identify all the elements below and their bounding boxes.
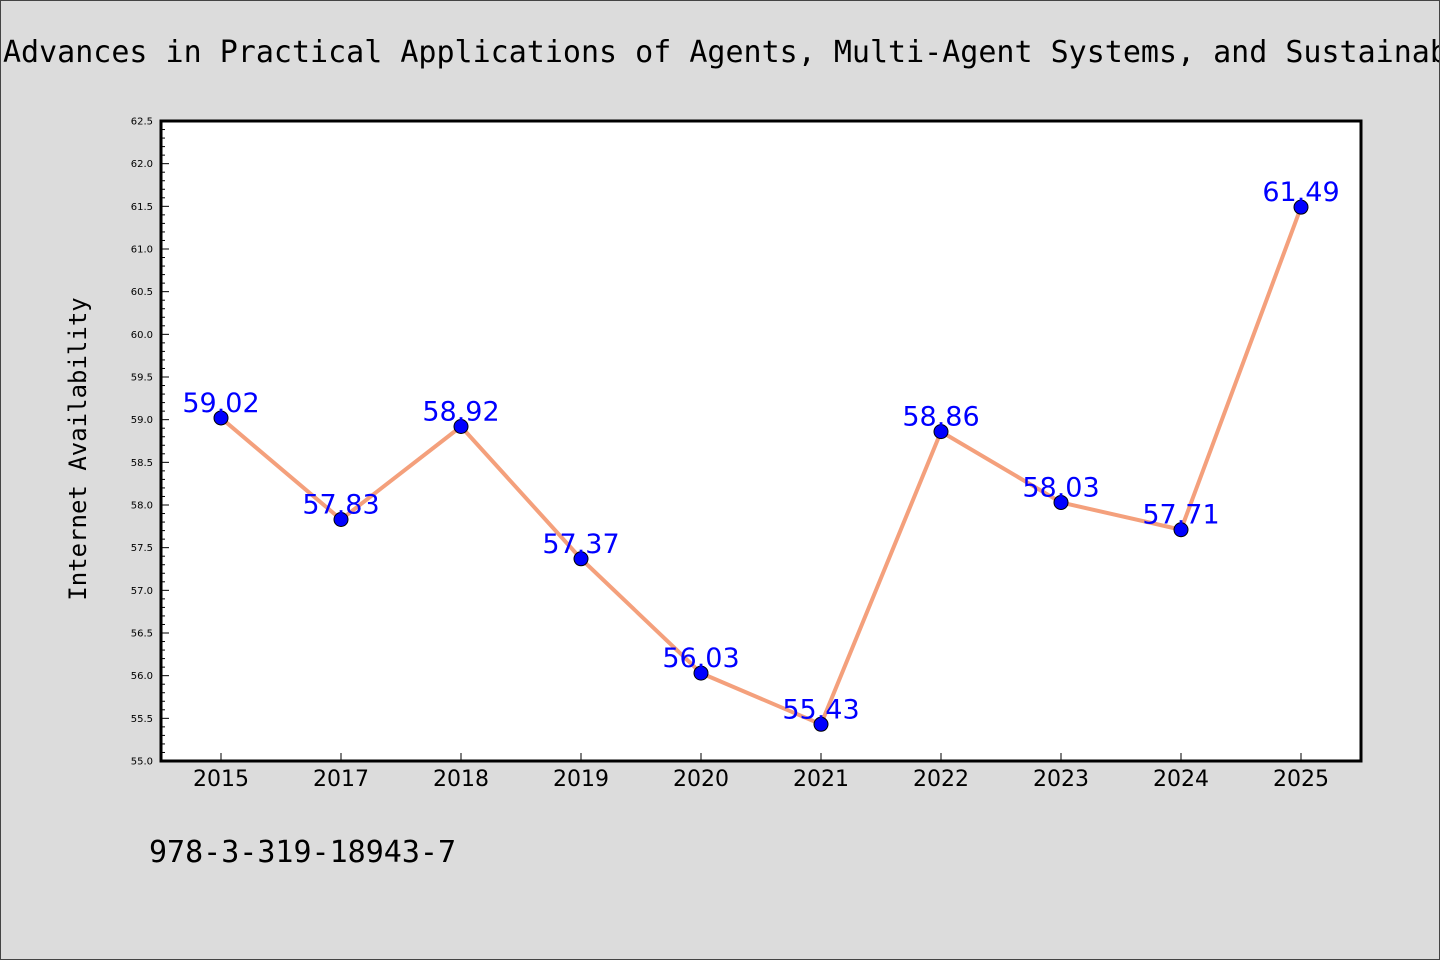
data-point (1053, 494, 1069, 510)
x-tick-label: 2019 (553, 767, 609, 792)
data-label: 58.86 (902, 402, 979, 433)
data-label-group: 59.02 57.83 58.92 57.37 56.03 55.43 58.86 58.03… (182, 177, 1339, 725)
series-line (219, 206, 1303, 727)
data-point (933, 424, 949, 440)
data-label: 61.49 (1262, 177, 1339, 208)
data-label: 58.92 (422, 396, 499, 427)
data-point (1173, 522, 1189, 538)
series-line-group (219, 206, 1303, 727)
isbn-text: 978-3-319-18943-7 (149, 835, 457, 870)
data-label: 57.83 (302, 490, 379, 521)
x-tick-label: 2018 (433, 767, 489, 792)
x-axis: 2015 2017 2018 2019 2020 2021 2022 2023 2024 2025 (193, 753, 1329, 792)
y-tick-label: 62.0 (131, 159, 153, 170)
y-tick-label: 60.0 (131, 330, 153, 341)
x-tick-label: 2015 (193, 767, 249, 792)
y-tick-label: 58.0 (131, 501, 153, 512)
y-tick-label: 57.0 (131, 586, 153, 597)
data-label: 56.03 (662, 643, 739, 674)
data-label: 57.37 (542, 529, 619, 560)
y-tick-label: 60.5 (131, 287, 153, 298)
chart-title: Advances in Practical Applications of Ag… (3, 35, 1440, 70)
marker-group (213, 199, 1309, 732)
data-point (1293, 199, 1309, 215)
y-axis: 55.0 55.5 56.0 56.5 57.0 57.5 58.0 58.5 59.0 59.5… (131, 117, 169, 768)
data-label: 57.71 (1142, 500, 1219, 531)
y-tick-label: 62.5 (131, 117, 153, 128)
y-tick-label: 57.5 (131, 543, 153, 554)
y-tick-label: 58.5 (131, 458, 153, 469)
x-tick-label: 2022 (913, 767, 969, 792)
y-tick-label: 55.0 (131, 757, 153, 768)
x-tick-label: 2025 (1273, 767, 1329, 792)
data-point (333, 512, 349, 528)
y-tick-label: 56.0 (131, 671, 153, 682)
y-axis-label: Internet Availability (64, 297, 92, 600)
data-label: 55.43 (782, 694, 859, 725)
y-tick-label: 61.0 (131, 245, 153, 256)
x-tick-label: 2023 (1033, 767, 1089, 792)
data-label: 58.03 (1022, 472, 1099, 503)
x-tick-label: 2017 (313, 767, 369, 792)
data-label: 59.02 (182, 388, 259, 419)
data-point (453, 418, 469, 434)
y-tick-label: 61.5 (131, 202, 153, 213)
x-tick-label: 2024 (1153, 767, 1209, 792)
y-tick-label: 55.5 (131, 714, 153, 725)
plot-area (159, 119, 1363, 763)
x-tick-label: 2021 (793, 767, 849, 792)
data-point (693, 665, 709, 681)
x-tick-label: 2020 (673, 767, 729, 792)
y-tick-label: 59.5 (131, 373, 153, 384)
y-tick-label: 59.0 (131, 415, 153, 426)
y-tick-label: 56.5 (131, 629, 153, 640)
data-point (213, 410, 229, 426)
data-point (573, 551, 589, 567)
data-point (813, 716, 829, 732)
